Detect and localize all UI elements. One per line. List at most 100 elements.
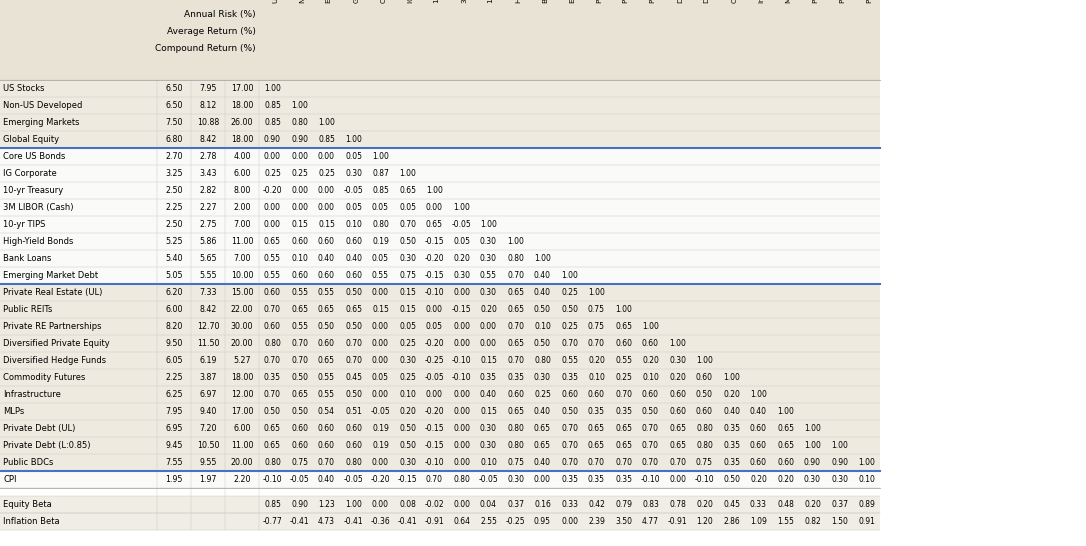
Text: 0.30: 0.30	[480, 441, 497, 450]
Text: 0.48: 0.48	[778, 500, 794, 509]
Bar	[691, 335, 718, 352]
Bar	[691, 403, 718, 420]
Bar	[529, 335, 556, 352]
Text: 0.55: 0.55	[291, 288, 308, 297]
Text: 0.25: 0.25	[291, 169, 308, 178]
Bar	[0, 335, 258, 352]
Bar	[421, 199, 449, 216]
Bar	[394, 216, 421, 233]
Text: -0.20: -0.20	[425, 407, 444, 416]
Bar	[826, 250, 853, 267]
Text: 0.85: 0.85	[372, 186, 389, 195]
Bar	[529, 131, 556, 148]
Bar	[340, 216, 367, 233]
Bar	[421, 284, 449, 301]
Text: 0.20: 0.20	[642, 356, 659, 365]
Bar	[0, 369, 258, 386]
Text: -0.15: -0.15	[452, 305, 471, 314]
Bar	[529, 199, 556, 216]
Bar	[286, 148, 313, 165]
Text: 0.35: 0.35	[615, 407, 632, 416]
Bar	[637, 131, 664, 148]
Bar	[826, 437, 853, 454]
Bar	[340, 318, 367, 335]
Bar	[421, 165, 449, 182]
Text: 0.25: 0.25	[399, 373, 416, 382]
Text: 0.70: 0.70	[264, 390, 281, 399]
Bar	[502, 386, 529, 403]
Bar	[853, 267, 880, 284]
Bar	[826, 131, 853, 148]
Text: Private Debt (UL): Private Debt (UL)	[812, 0, 819, 3]
Text: 0.00: 0.00	[453, 322, 470, 331]
Bar	[502, 471, 529, 488]
Bar	[691, 437, 718, 454]
Bar	[502, 148, 529, 165]
Bar	[449, 97, 475, 114]
Text: IG Corporate: IG Corporate	[407, 0, 414, 3]
Bar	[583, 437, 610, 454]
Text: 0.80: 0.80	[264, 339, 281, 348]
Bar	[0, 80, 1086, 546]
Text: 17.00: 17.00	[230, 84, 253, 93]
Bar	[637, 335, 664, 352]
Text: 1.55: 1.55	[778, 517, 794, 526]
Bar	[258, 386, 286, 403]
Text: 11.50: 11.50	[197, 339, 219, 348]
Text: 0.65: 0.65	[776, 441, 794, 450]
Text: 1.00: 1.00	[507, 237, 523, 246]
Bar	[367, 250, 394, 267]
Text: 0.10: 0.10	[480, 458, 497, 467]
Text: 3M LIBOR (Cash): 3M LIBOR (Cash)	[3, 203, 74, 212]
Text: 0.10: 0.10	[399, 390, 416, 399]
Text: -0.10: -0.10	[641, 475, 660, 484]
Bar	[394, 80, 421, 97]
Text: 0.65: 0.65	[264, 237, 281, 246]
Text: Emerging Markets: Emerging Markets	[327, 0, 332, 3]
Bar	[664, 199, 691, 216]
Bar	[394, 267, 421, 284]
Text: 0.20: 0.20	[723, 390, 740, 399]
Text: 6.80: 6.80	[165, 135, 182, 144]
Text: 0.25: 0.25	[615, 373, 632, 382]
Bar	[583, 233, 610, 250]
Text: 0.65: 0.65	[507, 288, 525, 297]
Text: Public REITs: Public REITs	[623, 0, 630, 3]
Bar	[799, 267, 826, 284]
Bar	[583, 420, 610, 437]
Bar	[529, 301, 556, 318]
Bar	[258, 199, 286, 216]
Bar	[313, 182, 340, 199]
Bar	[637, 199, 664, 216]
Bar	[556, 403, 583, 420]
Bar	[0, 318, 258, 335]
Bar	[772, 182, 799, 199]
Bar	[0, 403, 258, 420]
Bar	[258, 97, 286, 114]
Bar	[610, 318, 637, 335]
Text: 0.00: 0.00	[453, 288, 470, 297]
Text: Private RE Partnerships: Private RE Partnerships	[651, 0, 657, 3]
Text: 17.00: 17.00	[230, 407, 253, 416]
Text: 7.50: 7.50	[165, 118, 182, 127]
Text: 0.70: 0.70	[507, 271, 525, 280]
Bar	[340, 352, 367, 369]
Bar	[664, 301, 691, 318]
Text: 5.25: 5.25	[165, 237, 182, 246]
Text: 3.50: 3.50	[615, 517, 632, 526]
Bar	[475, 386, 502, 403]
Text: 0.70: 0.70	[507, 356, 525, 365]
Bar	[691, 284, 718, 301]
Text: 0.42: 0.42	[588, 500, 605, 509]
Text: 1.00: 1.00	[534, 254, 551, 263]
Text: 0.00: 0.00	[318, 152, 334, 161]
Bar	[556, 114, 583, 131]
Text: IG Corporate: IG Corporate	[3, 169, 56, 178]
Bar	[772, 403, 799, 420]
Bar	[637, 369, 664, 386]
Bar	[664, 97, 691, 114]
Bar	[718, 267, 745, 284]
Text: 0.60: 0.60	[345, 424, 362, 433]
Bar	[772, 437, 799, 454]
Text: 0.60: 0.60	[345, 441, 362, 450]
